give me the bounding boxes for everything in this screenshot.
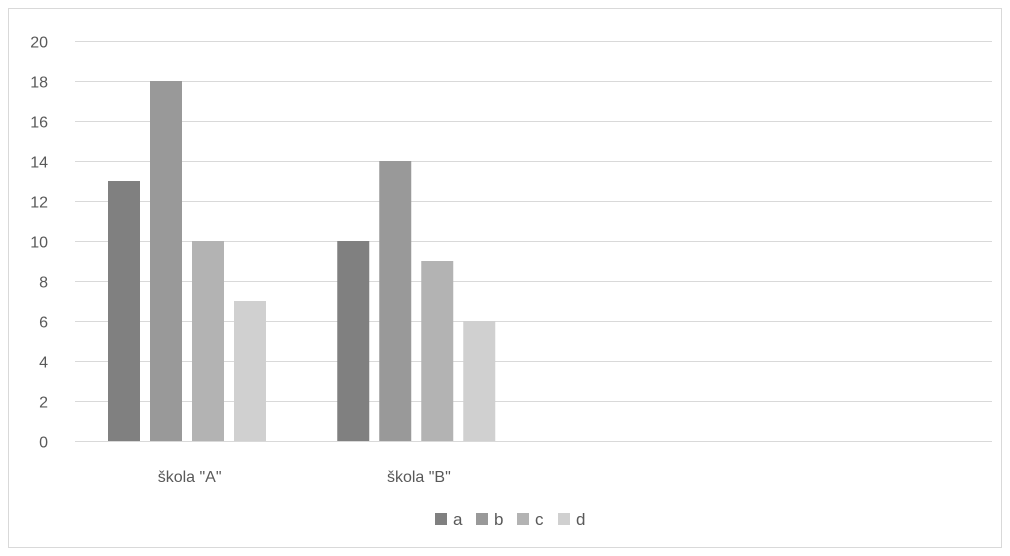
legend-swatch-c: [517, 513, 529, 525]
legend: a b c d: [435, 510, 585, 529]
x-tick-label-1: škola "A": [158, 469, 222, 486]
bar-a-2: [337, 241, 370, 441]
legend-label-b: b: [494, 510, 503, 529]
gridlines: [75, 41, 992, 442]
legend-label-d: d: [576, 510, 585, 529]
x-axis-labels: škola "A" škola "B": [158, 469, 451, 486]
bars: [108, 81, 496, 441]
y-tick-label-10: 10: [30, 235, 48, 252]
bar-c-1: [192, 241, 224, 441]
legend-label-c: c: [535, 510, 544, 529]
bar-b-1: [150, 81, 182, 441]
bar-d-2: [463, 321, 496, 441]
legend-label-a: a: [453, 510, 463, 529]
bar-d-1: [234, 301, 266, 441]
y-tick-label-2: 2: [39, 395, 48, 412]
y-tick-label-6: 6: [39, 315, 48, 332]
y-tick-label-0: 0: [39, 435, 48, 452]
y-axis-ticks: 0 2 4 6 8 10 12 14 16 18 20: [30, 35, 48, 452]
bar-c-2: [421, 261, 454, 441]
legend-swatch-b: [476, 513, 488, 525]
bar-b-2: [379, 161, 412, 441]
y-tick-label-8: 8: [39, 275, 48, 292]
bar-a-1: [108, 181, 140, 441]
legend-swatch-a: [435, 513, 447, 525]
y-tick-label-12: 12: [30, 195, 48, 212]
y-tick-label-14: 14: [30, 155, 48, 172]
y-tick-label-16: 16: [30, 115, 48, 132]
x-tick-label-2: škola "B": [387, 469, 451, 486]
y-tick-label-4: 4: [39, 355, 48, 372]
y-tick-label-18: 18: [30, 75, 48, 92]
legend-swatch-d: [558, 513, 570, 525]
y-tick-label-20: 20: [30, 35, 48, 52]
